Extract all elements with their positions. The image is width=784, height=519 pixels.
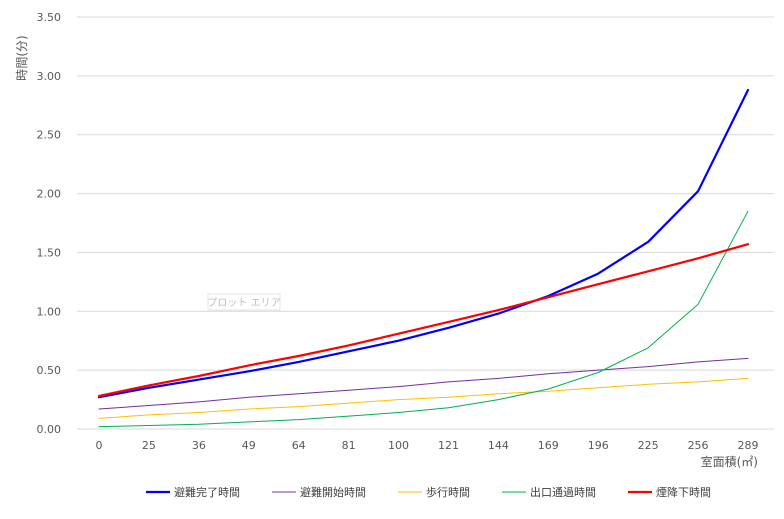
y-tick-label: 3.50 bbox=[37, 11, 62, 24]
y-tick-label: 1.00 bbox=[37, 305, 62, 318]
x-tick-label: 36 bbox=[192, 439, 206, 452]
legend-label: 避難完了時間 bbox=[174, 485, 240, 499]
series-lines bbox=[97, 88, 750, 428]
legend-item: 避難完了時間 bbox=[146, 485, 240, 499]
plot-area-hover-label: プロット エリア bbox=[207, 293, 281, 311]
y-axis-ticks: 0.00 0.50 1.00 1.50 2.00 2.50 3.00 3.50 bbox=[37, 11, 62, 436]
legend-item: 避難開始時間 bbox=[272, 485, 366, 499]
x-tick-label: 0 bbox=[96, 439, 103, 452]
series-line-3 bbox=[98, 210, 749, 428]
x-tick-label: 100 bbox=[388, 439, 409, 452]
x-tick-label: 256 bbox=[688, 439, 709, 452]
legend: 避難完了時間 避難開始時間 歩行時間 出口通過時間 煙降下時間 bbox=[146, 485, 711, 499]
series-line-4 bbox=[97, 243, 750, 398]
series-line-1 bbox=[98, 357, 749, 410]
x-tick-label: 289 bbox=[738, 439, 759, 452]
x-tick-label: 81 bbox=[342, 439, 356, 452]
plot-area-hover-text: プロット エリア bbox=[207, 297, 280, 309]
x-tick-label: 64 bbox=[292, 439, 306, 452]
legend-item: 歩行時間 bbox=[398, 485, 470, 499]
legend-label: 歩行時間 bbox=[426, 485, 470, 499]
y-tick-label: 1.50 bbox=[37, 246, 62, 259]
y-tick-label: 2.00 bbox=[37, 188, 62, 201]
x-tick-label: 25 bbox=[142, 439, 156, 452]
x-tick-label: 144 bbox=[488, 439, 509, 452]
y-tick-label: 2.50 bbox=[37, 129, 62, 142]
x-axis-title: 室面積(㎡) bbox=[701, 454, 758, 469]
y-tick-label: 0.50 bbox=[37, 364, 62, 377]
y-tick-label: 0.00 bbox=[37, 423, 62, 436]
x-tick-label: 121 bbox=[438, 439, 459, 452]
series-line-2 bbox=[98, 377, 749, 419]
legend-item: 出口通過時間 bbox=[502, 485, 596, 499]
legend-item: 煙降下時間 bbox=[628, 485, 711, 499]
y-tick-label: 3.00 bbox=[37, 70, 62, 83]
legend-label: 煙降下時間 bbox=[656, 485, 711, 499]
gridlines bbox=[77, 16, 774, 430]
x-axis-ticks: 0 25 36 49 64 81 100 121 144 169 196 225 256 289 bbox=[96, 439, 759, 452]
legend-label: 避難開始時間 bbox=[300, 485, 366, 499]
series-line-0 bbox=[97, 88, 750, 399]
x-tick-label: 49 bbox=[242, 439, 256, 452]
x-tick-label: 225 bbox=[638, 439, 659, 452]
legend-label: 出口通過時間 bbox=[530, 485, 596, 499]
x-tick-label: 169 bbox=[538, 439, 559, 452]
y-axis-title: 時間(分) bbox=[15, 35, 29, 80]
x-tick-label: 196 bbox=[588, 439, 609, 452]
